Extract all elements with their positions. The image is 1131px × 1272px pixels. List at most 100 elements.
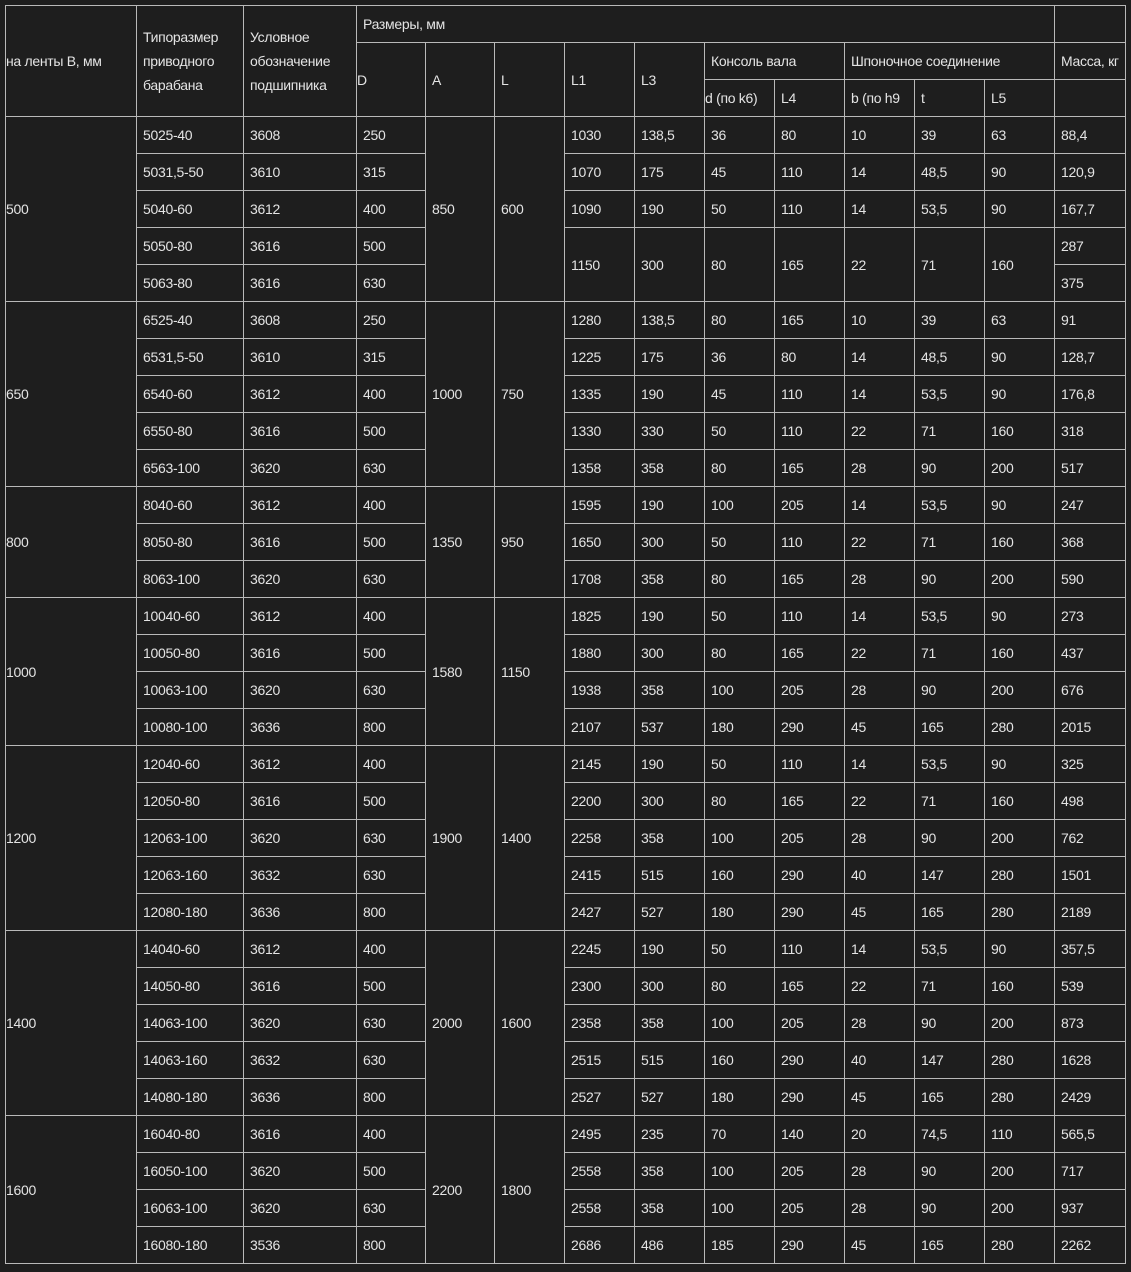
cell-L: 1800 [494,1115,565,1264]
cell-drum-type: 10063-100 [136,671,244,709]
table-row: 16050-100 3620 500 2558 358 100 205 28 90 200 717 [6,1152,1127,1190]
cell-L3: 358 [634,1004,705,1042]
cell-L5: 200 [983,671,1056,709]
cell-L3: 358 [634,819,705,857]
cell-mass: 762 [1054,819,1127,857]
cell-L5: 200 [983,1004,1056,1042]
cell-bearing: 3612 [243,375,357,413]
cell-D: 500 [356,634,426,672]
cell-t: 90 [914,1189,985,1227]
cell-L3: 190 [634,486,705,524]
cell-L1: 2558 [564,1189,635,1227]
cell-mass: 937 [1054,1189,1127,1227]
cell-L3: 190 [634,375,705,413]
cell-D: 400 [356,597,426,635]
cell-belt-width: 500 [5,116,137,302]
cell-L1: 1880 [564,634,635,672]
cell-bearing: 3608 [243,116,357,154]
cell-drum-type: 5050-80 [136,227,244,265]
cell-D: 500 [356,782,426,820]
cell-L: 1600 [494,930,565,1116]
cell-belt-width: 650 [5,301,137,487]
cell-mass: 717 [1054,1152,1127,1190]
cell-t: 147 [914,856,985,894]
cell-bearing: 3616 [243,264,357,302]
table-row: 16063-100 3620 630 2558 358 100 205 28 90 200 937 [6,1189,1127,1227]
cell-t: 53,5 [914,745,985,783]
cell-L5: 160 [983,227,1056,302]
cell-L5: 90 [983,597,1056,635]
cell-mass: 357,5 [1054,930,1127,968]
cell-b: 14 [844,930,915,968]
cell-bearing: 3632 [243,856,357,894]
cell-drum-type: 8050-80 [136,523,244,561]
cell-L4: 165 [774,967,845,1005]
cell-bearing: 3612 [243,930,357,968]
header-b: b (по h9 [844,79,915,117]
cell-mass: 590 [1054,560,1127,598]
header-L1: L1 [564,42,635,117]
cell-mass: 2189 [1054,893,1127,931]
header-key: Шпоночное соединение [843,42,1056,80]
cell-t: 90 [914,1004,985,1042]
cell-L5: 63 [983,116,1056,154]
cell-t: 90 [914,449,985,487]
cell-drum-type: 6563-100 [136,449,244,487]
cell-L5: 200 [983,819,1056,857]
cell-t: 53,5 [914,486,985,524]
cell-D: 500 [356,412,426,450]
cell-L4: 205 [774,1004,845,1042]
cell-L3: 138,5 [634,116,705,154]
table-row: 6531,5-50 3610 315 1225 175 36 80 14 48,5 90 128,7 [6,338,1127,376]
header-mass: Масса, кг [1054,42,1127,80]
cell-drum-type: 6540-60 [136,375,244,413]
cell-bearing: 3616 [243,967,357,1005]
cell-L4: 290 [774,1226,845,1264]
cell-drum-type: 10080-100 [136,708,244,746]
cell-L1: 1335 [564,375,635,413]
cell-L4: 205 [774,1152,845,1190]
header-L3: L3 [634,42,705,117]
cell-D: 630 [356,449,426,487]
cell-L4: 205 [774,819,845,857]
cell-t: 90 [914,671,985,709]
cell-mass: 287 [1054,227,1127,265]
cell-bearing: 3610 [243,153,357,191]
cell-D: 400 [356,1115,426,1153]
cell-d: 180 [704,708,775,746]
cell-b: 28 [844,449,915,487]
cell-L1: 1090 [564,190,635,228]
cell-bearing: 3620 [243,671,357,709]
cell-mass: 167,7 [1054,190,1127,228]
table-row: 6550-80 3616 500 1330 330 50 110 22 71 160 318 [6,412,1127,450]
cell-L3: 527 [634,1078,705,1116]
cell-b: 45 [844,1078,915,1116]
cell-t: 74,5 [914,1115,985,1153]
table-row: 12050-80 3616 500 2200 300 80 165 22 71 160 498 [6,782,1127,820]
cell-L4: 110 [774,412,845,450]
cell-drum-type: 12040-60 [136,745,244,783]
table-row: 8050-80 3616 500 1650 300 50 110 22 71 160 368 [6,523,1127,561]
header-A: A [425,42,495,117]
table-row: 14063-100 3620 630 2358 358 100 205 28 90 200 873 [6,1004,1127,1042]
cell-d: 100 [704,1152,775,1190]
cell-L4: 140 [774,1115,845,1153]
cell-mass: 498 [1054,782,1127,820]
cell-t: 90 [914,560,985,598]
cell-b: 28 [844,1152,915,1190]
header-dimensions: Размеры, мм [355,5,1056,43]
cell-L5: 200 [983,1152,1056,1190]
header-L4: L4 [774,79,845,117]
cell-L3: 358 [634,560,705,598]
cell-L1: 1225 [564,338,635,376]
table-row: 5050-80 3616 500 1150 300 80 165 22 71 160 287 [6,227,1127,302]
cell-mass: 2262 [1054,1226,1127,1264]
cell-d: 70 [704,1115,775,1153]
table-row: 800 8040-60 3612 400 1350 950 1595 190 100 205 14 5… [5,486,1127,598]
cell-drum-type: 14080-180 [136,1078,244,1116]
cell-d: 36 [704,338,775,376]
cell-t: 39 [914,301,985,339]
cell-D: 250 [356,301,426,339]
cell-L3: 138,5 [634,301,705,339]
cell-b: 45 [844,1226,915,1264]
